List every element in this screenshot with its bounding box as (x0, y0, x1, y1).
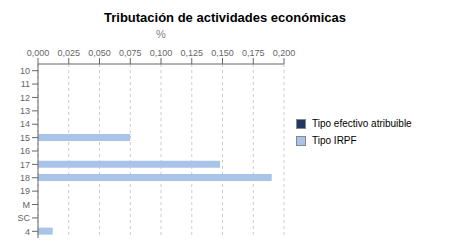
svg-text:SC: SC (17, 213, 30, 223)
svg-text:4: 4 (25, 227, 30, 237)
svg-text:17: 17 (20, 160, 30, 170)
svg-text:0,100: 0,100 (150, 48, 173, 58)
svg-text:10: 10 (20, 66, 30, 76)
svg-text:18: 18 (20, 173, 30, 183)
svg-text:12: 12 (20, 93, 30, 103)
svg-text:16: 16 (20, 146, 30, 156)
html-text:Tipo efectivo atribuible: Tipo efectivo atribuible (312, 118, 412, 129)
html-text:Tributación de actividades eco: Tributación de actividades económicas (104, 10, 346, 25)
svg-text:%: % (156, 28, 166, 40)
svg-text:0,175: 0,175 (242, 48, 265, 58)
svg-text:0,150: 0,150 (211, 48, 234, 58)
html-text:Tipo IRPF: Tipo IRPF (312, 135, 357, 146)
svg-text:0,075: 0,075 (119, 48, 142, 58)
svg-text:15: 15 (20, 133, 30, 143)
svg-text:0,050: 0,050 (88, 48, 111, 58)
svg-text:19: 19 (20, 186, 30, 196)
svg-text:0,125: 0,125 (180, 48, 203, 58)
svg-text:M: M (23, 200, 31, 210)
svg-text:0,200: 0,200 (273, 48, 296, 58)
svg-text:14: 14 (20, 119, 30, 129)
svg-text:0,000: 0,000 (27, 48, 50, 58)
svg-text:0,025: 0,025 (57, 48, 80, 58)
svg-text:13: 13 (20, 106, 30, 116)
svg-text:11: 11 (21, 79, 30, 89)
